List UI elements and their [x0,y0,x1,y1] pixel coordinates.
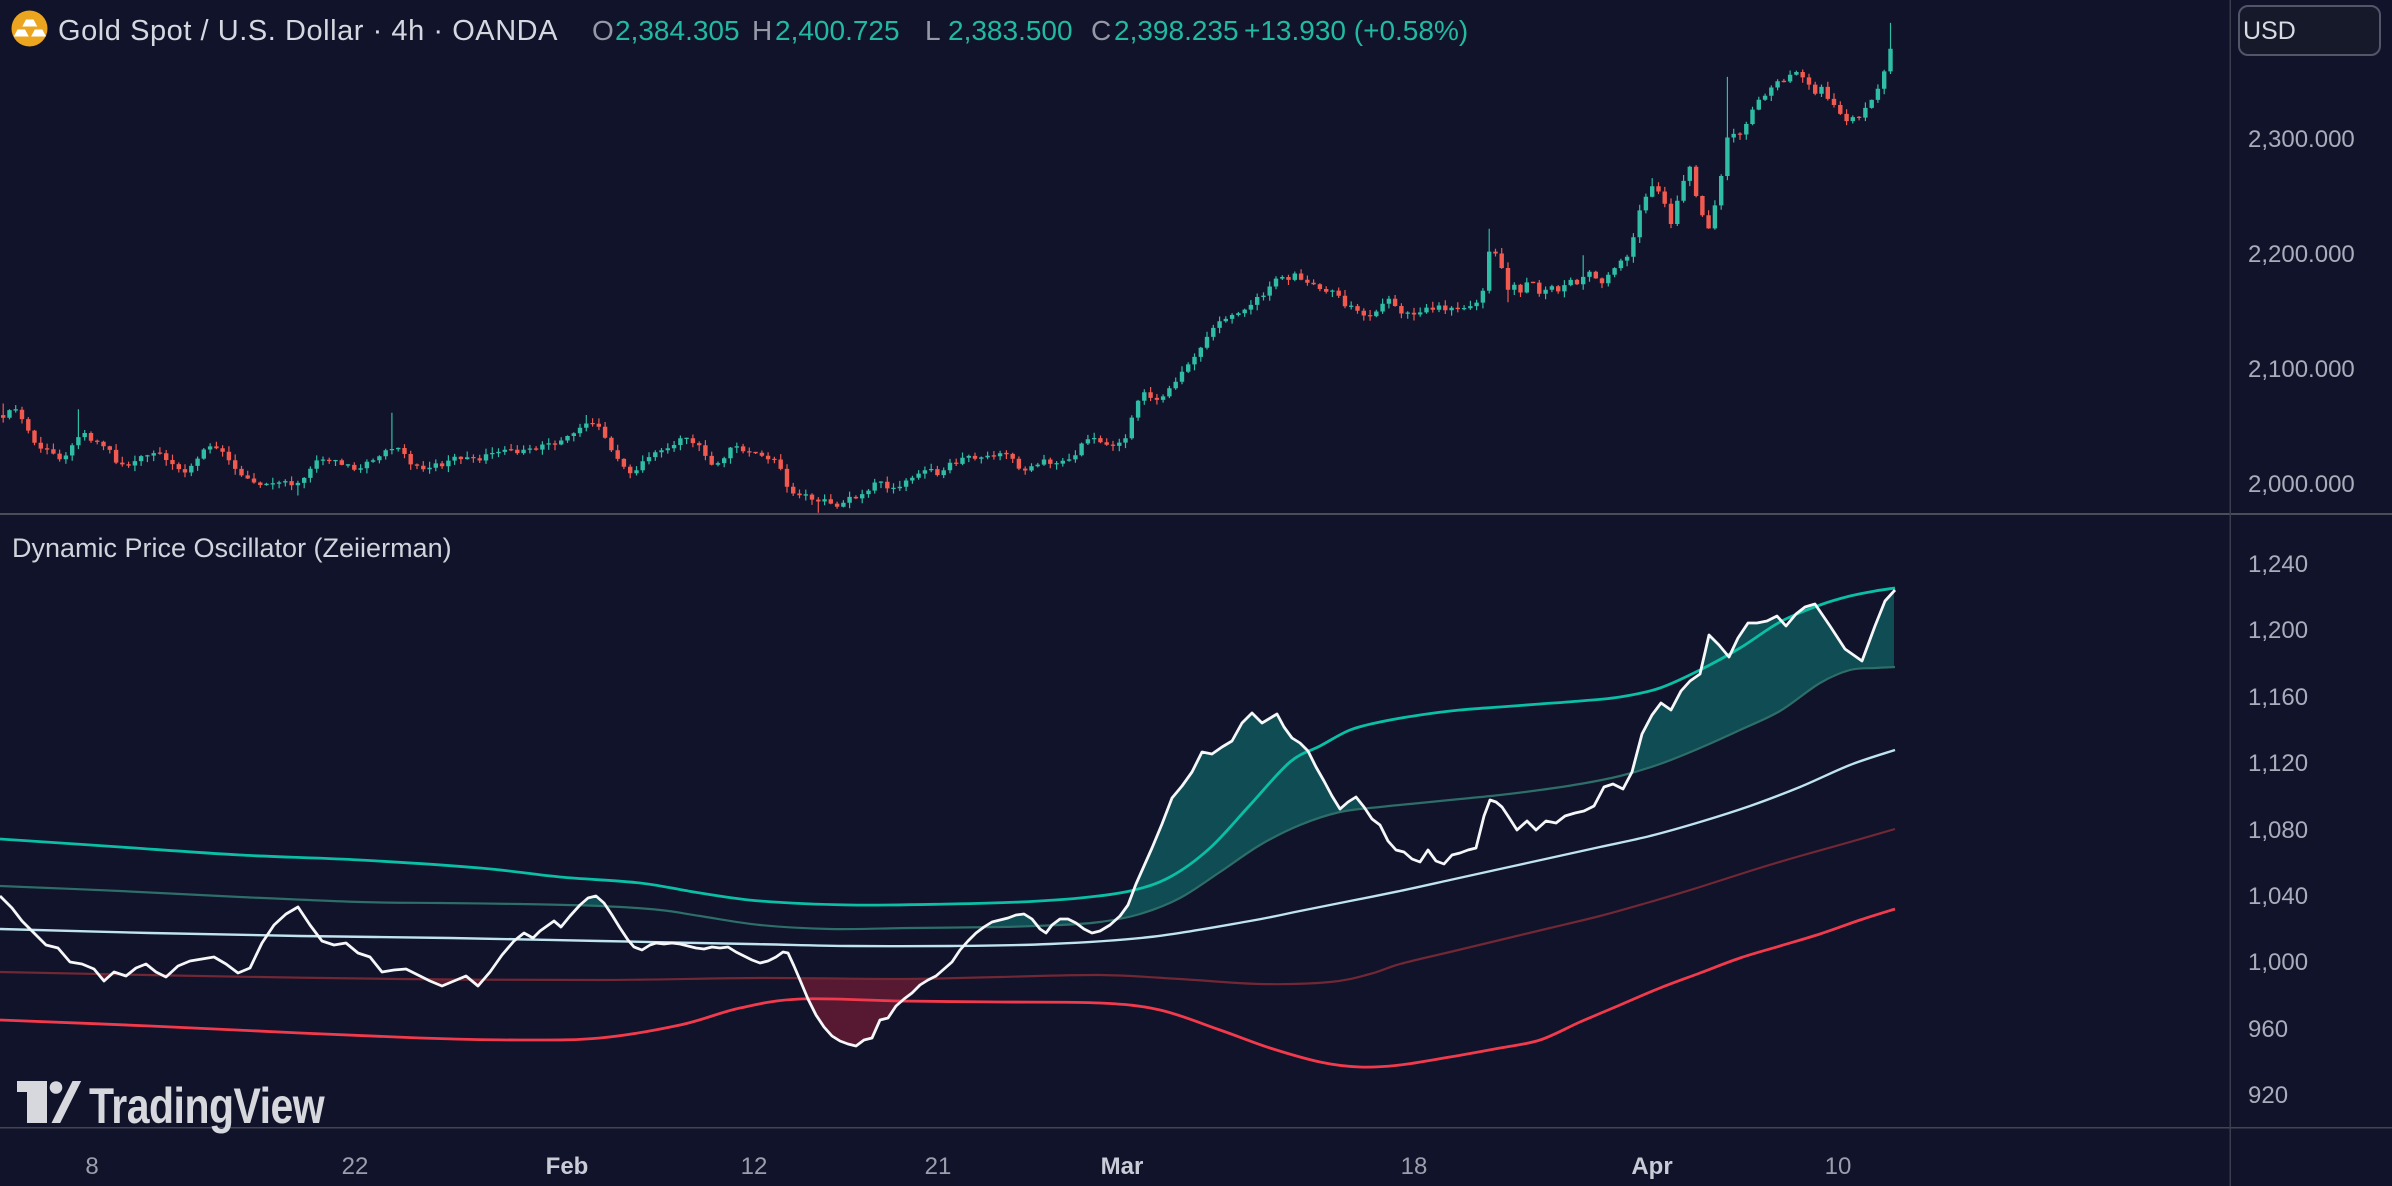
svg-text:+13.930 (+0.58%): +13.930 (+0.58%) [1244,15,1468,46]
svg-text:2,100.000: 2,100.000 [2248,356,2355,383]
svg-text:1,000: 1,000 [2248,949,2308,976]
svg-text:2,300.000: 2,300.000 [2248,126,2355,153]
svg-text:2,383.500: 2,383.500 [948,15,1073,46]
svg-text:2,200.000: 2,200.000 [2248,241,2355,268]
svg-text:2,398.235: 2,398.235 [1114,15,1239,46]
svg-text:O: O [592,15,614,46]
svg-text:2,400.725: 2,400.725 [775,15,900,46]
svg-text:960: 960 [2248,1016,2288,1043]
svg-text:1,160: 1,160 [2248,684,2308,711]
svg-text:1,120: 1,120 [2248,750,2308,777]
svg-text:8: 8 [85,1153,98,1180]
svg-text:12: 12 [741,1153,768,1180]
svg-text:Feb: Feb [546,1153,589,1180]
svg-text:USD: USD [2243,17,2296,45]
svg-text:21: 21 [925,1153,952,1180]
svg-text:Mar: Mar [1101,1153,1144,1180]
svg-text:H: H [752,15,772,46]
svg-text:10: 10 [1825,1153,1852,1180]
svg-text:L: L [925,15,941,46]
svg-text:1,240: 1,240 [2248,551,2308,578]
svg-text:Gold Spot / U.S. Dollar · 4h ·: Gold Spot / U.S. Dollar · 4h · OANDA [58,15,558,47]
svg-text:2,384.305: 2,384.305 [615,15,740,46]
svg-text:1,200: 1,200 [2248,617,2308,644]
svg-text:18: 18 [1401,1153,1428,1180]
svg-text:2,000.000: 2,000.000 [2248,471,2355,498]
svg-text:C: C [1091,15,1111,46]
svg-text:1,040: 1,040 [2248,883,2308,910]
svg-text:Dynamic Price Oscillator (Zeii: Dynamic Price Oscillator (Zeiierman) [12,533,452,563]
svg-text:Apr: Apr [1631,1153,1672,1180]
svg-text:1,080: 1,080 [2248,817,2308,844]
svg-text:920: 920 [2248,1082,2288,1109]
svg-text:TradingView: TradingView [89,1078,325,1134]
svg-text:22: 22 [342,1153,369,1180]
